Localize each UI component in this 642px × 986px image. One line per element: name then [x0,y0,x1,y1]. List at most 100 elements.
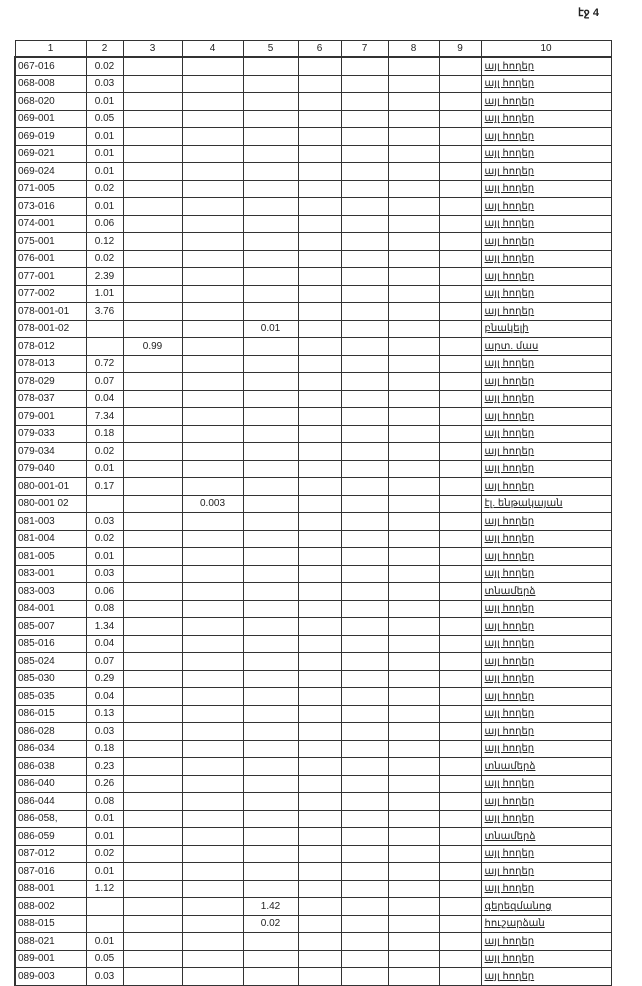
cell-col-8 [387,792,440,811]
cell-col-9 [438,599,482,618]
table-row: 069-021 0.01 այլ հողեր [14,144,612,163]
cell-col-1: 080-001-01 [14,477,87,496]
table-row: 078-001-01 3.76 այլ հողեր [14,302,612,321]
cell-col-6 [297,634,342,653]
cell-col-1: 079-040 [14,459,87,478]
cell-col-7 [340,669,389,688]
cell-col-2: 0.02 [85,529,124,548]
cell-col-5 [242,214,299,233]
cell-col-1: 087-012 [14,844,87,863]
table-row: 086-058, 0.01 այլ հողեր [14,809,612,828]
cell-col-6 [297,862,342,881]
cell-col-3 [122,442,183,461]
cell-col-10: այլ հողեր [480,634,612,653]
cell-col-5 [242,844,299,863]
cell-col-10: այլ հողեր [480,687,612,706]
cell-col-10: այլ հողեր [480,267,612,286]
cell-col-8 [387,302,440,321]
cell-col-6 [297,827,342,846]
cell-col-6 [297,582,342,601]
cell-col-4 [181,599,244,618]
cell-col-8 [387,757,440,776]
cell-col-7 [340,652,389,671]
cell-col-10: այլ հողեր [480,144,612,163]
table-row: 071-005 0.02 այլ հողեր [14,179,612,198]
table-row: 074-001 0.06 այլ հողեր [14,214,612,233]
cell-col-7 [340,162,389,181]
cell-col-9 [438,844,482,863]
cell-col-6 [297,617,342,636]
column-header-2: 2 [85,40,124,58]
cell-col-7 [340,739,389,758]
cell-col-1: 088-021 [14,932,87,951]
cell-col-6 [297,564,342,583]
cell-col-5: 1.42 [242,897,299,916]
cell-col-10: արտ. մաս [480,337,612,356]
cell-col-6 [297,56,342,76]
cell-col-3 [122,459,183,478]
cell-col-8 [387,214,440,233]
cell-col-6 [297,494,342,513]
cell-col-1: 069-001 [14,109,87,128]
cell-col-10: այլ հողեր [480,477,612,496]
cell-col-9 [438,74,482,93]
cell-col-1: 078-001-01 [14,302,87,321]
cell-col-1: 078-029 [14,372,87,391]
cell-col-10: այլ հողեր [480,652,612,671]
cell-col-5 [242,529,299,548]
cell-col-5 [242,372,299,391]
cell-col-2: 0.03 [85,722,124,741]
cell-col-2: 0.02 [85,844,124,863]
cell-col-3 [122,634,183,653]
column-header-7: 7 [340,40,389,58]
cell-col-8 [387,232,440,251]
cell-col-8 [387,704,440,723]
column-header-9: 9 [438,40,482,58]
cell-col-1: 088-015 [14,914,87,933]
cell-col-1: 077-001 [14,267,87,286]
cell-col-7 [340,862,389,881]
cell-col-9 [438,162,482,181]
column-header-6: 6 [297,40,342,58]
cell-col-6 [297,424,342,443]
cell-col-7 [340,302,389,321]
cell-col-3 [122,582,183,601]
cell-col-5 [242,757,299,776]
cell-col-9 [438,757,482,776]
cell-col-1: 085-016 [14,634,87,653]
cell-col-7 [340,564,389,583]
cell-col-5 [242,652,299,671]
cell-col-3 [122,599,183,618]
cell-col-9 [438,127,482,146]
cell-col-4 [181,529,244,548]
cell-col-10: այլ հողեր [480,669,612,688]
cell-col-1: 078-037 [14,389,87,408]
table-row: 088-001 1.12 այլ հողեր [14,879,612,898]
page-number: էջ 4 [578,7,599,19]
cell-col-3 [122,512,183,531]
cell-col-6 [297,197,342,216]
cell-col-7 [340,249,389,268]
cell-col-7 [340,74,389,93]
cell-col-3 [122,722,183,741]
cell-col-2: 0.26 [85,774,124,793]
cell-col-9 [438,739,482,758]
cell-col-2: 0.02 [85,249,124,268]
cell-col-6 [297,459,342,478]
cell-col-1: 069-024 [14,162,87,181]
cell-col-1: 078-012 [14,337,87,356]
cell-col-2: 0.03 [85,967,124,986]
cell-col-5: 0.01 [242,319,299,338]
cell-col-7 [340,337,389,356]
cell-col-4 [181,582,244,601]
cell-col-2: 0.06 [85,214,124,233]
cell-col-10: տնամերձ [480,582,612,601]
cell-col-6 [297,792,342,811]
cell-col-7 [340,634,389,653]
cell-col-3 [122,932,183,951]
cell-col-10: այլ հողեր [480,809,612,828]
cell-col-8 [387,529,440,548]
cell-col-3 [122,144,183,163]
cell-col-3: 0.99 [122,337,183,356]
cell-col-3 [122,127,183,146]
